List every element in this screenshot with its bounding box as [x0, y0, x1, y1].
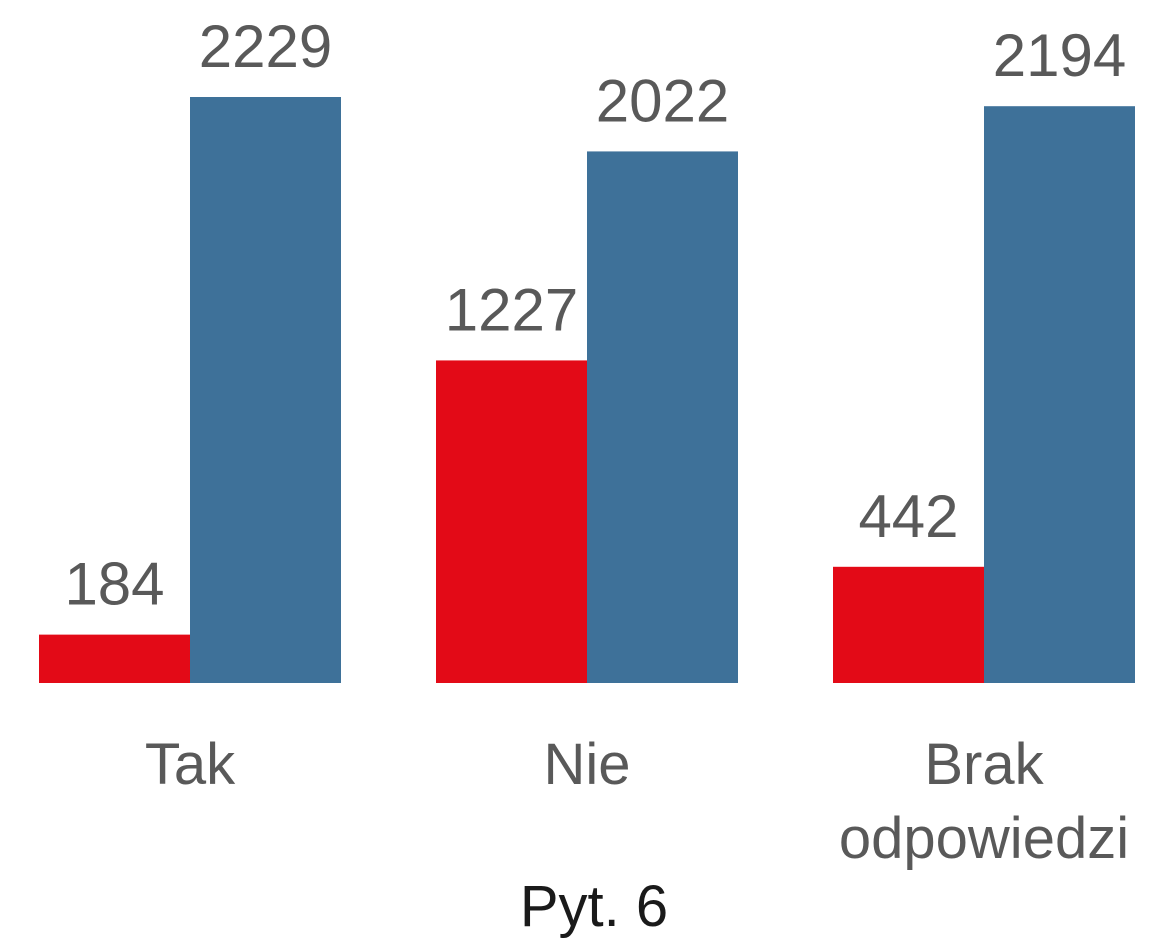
value-label: 1227 [445, 276, 578, 343]
x-tick-label: Tak [144, 732, 236, 797]
x-axis-label: Pyt. 6 [519, 874, 669, 939]
value-label: 2229 [199, 13, 332, 80]
bar [190, 97, 341, 683]
value-label: 2194 [993, 22, 1126, 89]
bar [984, 106, 1135, 684]
bar [39, 634, 190, 683]
value-label: 442 [858, 483, 958, 550]
bar [833, 566, 984, 683]
bar [436, 360, 587, 683]
bar [587, 151, 738, 683]
value-label: 2022 [596, 67, 729, 134]
x-tick-label: Brak odpowiedzi [838, 732, 1130, 871]
value-label: 184 [64, 551, 164, 618]
x-tick-label: Nie [543, 732, 631, 797]
